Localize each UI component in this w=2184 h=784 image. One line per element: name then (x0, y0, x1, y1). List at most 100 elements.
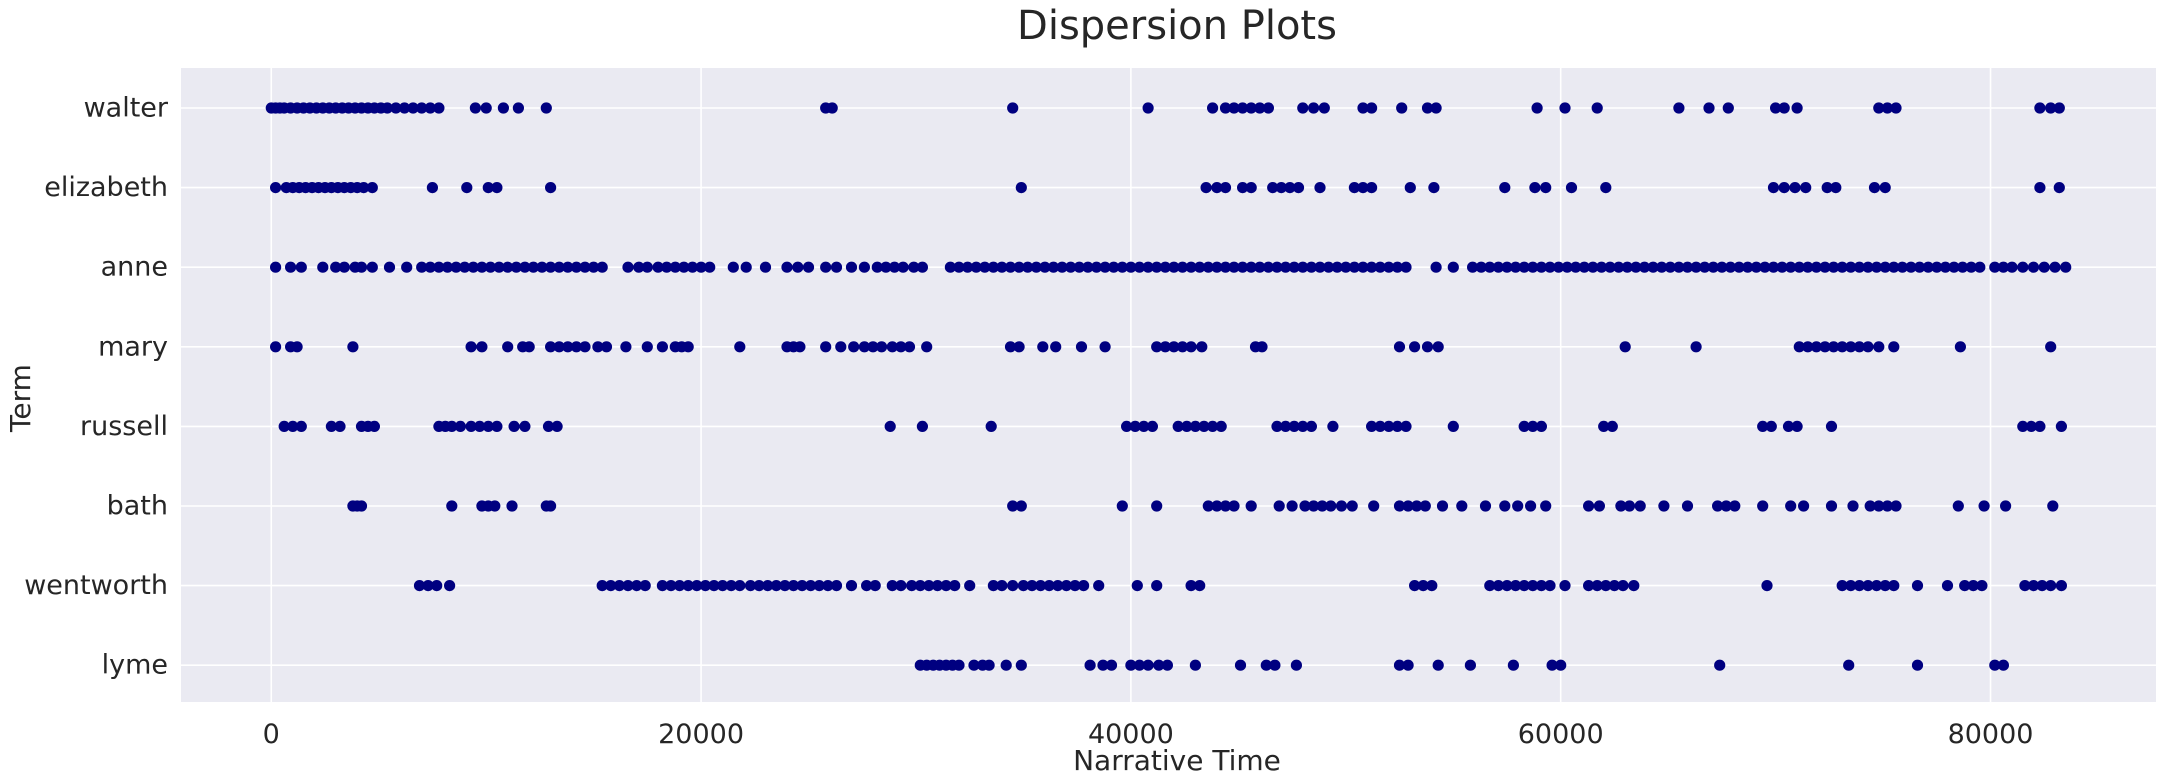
data-point (416, 102, 428, 114)
data-point (633, 261, 645, 273)
data-point (1116, 500, 1128, 512)
data-point (1914, 261, 1926, 273)
data-point (2047, 500, 2059, 512)
data-point (2055, 580, 2067, 592)
data-point (1810, 261, 1822, 273)
data-point (592, 341, 604, 353)
data-point (1273, 500, 1285, 512)
data-point (1873, 341, 1885, 353)
data-point (1802, 261, 1814, 273)
data-point (390, 102, 402, 114)
data-point (1007, 580, 1019, 592)
data-point (2017, 261, 2029, 273)
data-point (1314, 261, 1326, 273)
data-point (413, 580, 426, 592)
data-point (1881, 102, 1893, 114)
data-point (441, 261, 454, 273)
series-mary (270, 341, 2057, 353)
data-point (805, 580, 817, 592)
data-point (1690, 341, 1702, 353)
data-point (467, 261, 479, 273)
data-point (1890, 102, 1902, 114)
data-point (1185, 580, 1197, 592)
data-point (678, 261, 690, 273)
data-point (674, 580, 686, 592)
data-point (1219, 500, 1232, 512)
data-point (884, 420, 896, 432)
data-point (1430, 261, 1442, 273)
data-point (1168, 341, 1180, 353)
data-point (317, 261, 329, 273)
data-point (1507, 659, 1519, 671)
data-point (826, 102, 838, 114)
data-point (1052, 580, 1064, 592)
data-point (1084, 659, 1096, 671)
data-point (734, 341, 746, 353)
data-point (338, 261, 350, 273)
data-point (1853, 261, 1865, 273)
data-point (1366, 182, 1378, 194)
data-point (886, 341, 898, 353)
data-point (779, 580, 791, 592)
data-point (1078, 580, 1090, 592)
data-point (1308, 102, 1320, 114)
data-point (1426, 580, 1438, 592)
data-point (1402, 500, 1414, 512)
data-point (1004, 261, 1017, 273)
data-point (1957, 261, 1969, 273)
data-point (1325, 500, 1337, 512)
data-point (903, 341, 916, 353)
data-point (1073, 261, 1085, 273)
data-point (1391, 420, 1403, 432)
data-point (639, 580, 651, 592)
y-tick-label-russell: russell (80, 411, 168, 442)
data-point (1374, 420, 1386, 432)
data-point (620, 341, 632, 353)
data-point (545, 500, 557, 512)
data-point (1561, 261, 1573, 273)
data-point (1146, 420, 1158, 432)
data-point (1245, 261, 1257, 273)
data-point (1237, 182, 1249, 194)
plot-background (181, 68, 2156, 702)
data-point (1194, 261, 1206, 273)
data-point (1105, 659, 1118, 671)
data-point (1510, 580, 1522, 592)
data-point (1181, 420, 1193, 432)
data-point (1621, 261, 1633, 273)
data-point (325, 420, 337, 432)
data-point (1638, 261, 1651, 273)
data-point (1228, 261, 1240, 273)
data-point (1714, 659, 1726, 671)
data-point (1873, 102, 1885, 114)
data-point (1215, 420, 1227, 432)
data-point (1922, 261, 1934, 273)
data-point (1570, 261, 1582, 273)
data-point (278, 420, 290, 432)
data-point (1151, 500, 1163, 512)
data-point (1853, 580, 1865, 592)
data-point (1228, 500, 1240, 512)
data-point (1097, 659, 1109, 671)
data-point (1393, 500, 1406, 512)
data-point (1623, 500, 1636, 512)
data-point (656, 341, 669, 353)
data-point (444, 580, 456, 592)
data-point (1722, 102, 1734, 114)
data-point (1729, 500, 1741, 512)
data-point (895, 580, 907, 592)
data-point (792, 261, 804, 273)
data-point (1013, 341, 1025, 353)
data-point (493, 261, 505, 273)
data-point (366, 261, 378, 273)
data-point (1189, 659, 1201, 671)
data-point (820, 261, 832, 273)
data-point (2034, 102, 2046, 114)
data-point (1456, 500, 1468, 512)
data-point (2038, 261, 2050, 273)
data-point (1540, 500, 1552, 512)
data-point (1871, 261, 1883, 273)
data-point (613, 580, 626, 592)
data-point (669, 261, 681, 273)
data-point (1681, 500, 1694, 512)
